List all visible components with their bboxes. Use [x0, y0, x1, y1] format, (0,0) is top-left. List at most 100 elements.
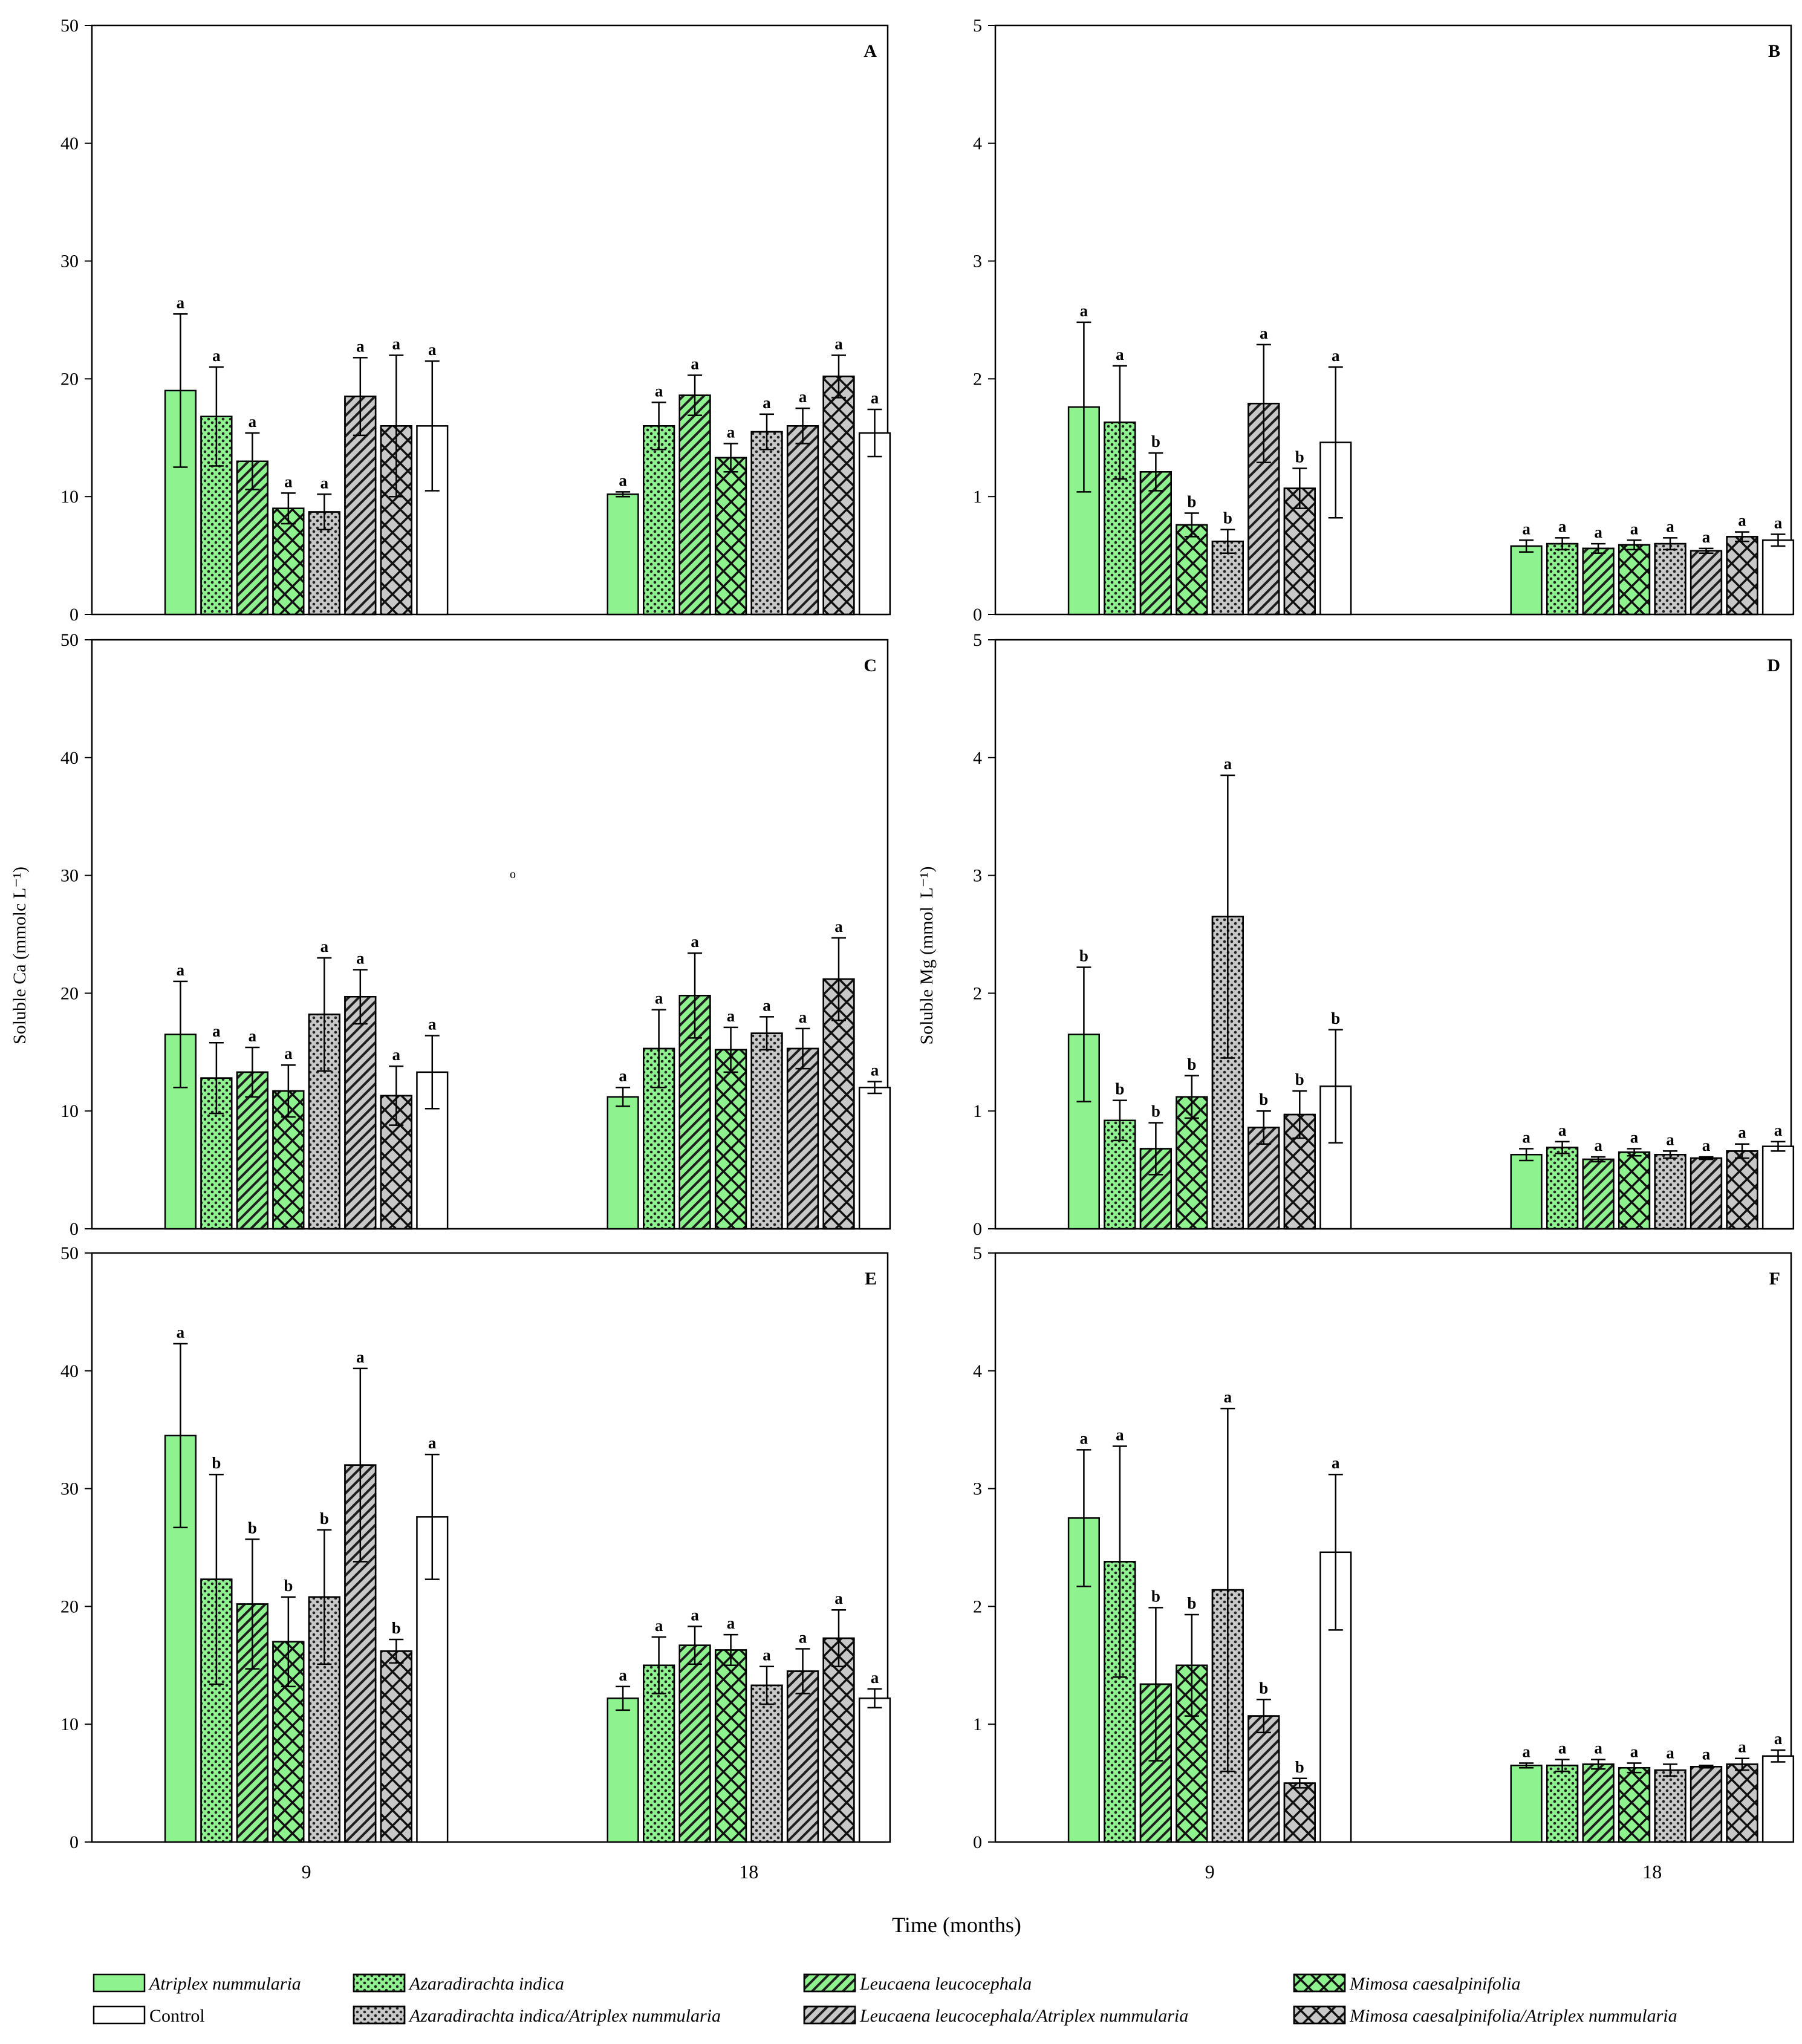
significance-letter: a: [1702, 1745, 1711, 1763]
significance-letter: a: [1116, 1425, 1124, 1443]
bar-atriplex-nummularia-18: [1510, 1154, 1543, 1230]
legend-label: Mimosa caesalpinifolia: [1349, 1974, 1520, 1994]
bar-hatch: [380, 1651, 412, 1842]
bar-hatch: [1654, 544, 1686, 614]
y-tick-label: 2: [973, 983, 982, 1003]
significance-letter: b: [1115, 1080, 1124, 1098]
legend-item-azaradirachta-indica: Azaradirachta indica: [353, 1973, 564, 1994]
legend-item-control: Control: [93, 2005, 205, 2026]
panel-letter: D: [1767, 656, 1780, 675]
y-tick-label: 3: [973, 1479, 982, 1499]
legend-swatch-hatch: [803, 2005, 856, 2025]
significance-letter: b: [1151, 1102, 1160, 1121]
significance-letter: b: [212, 1454, 221, 1472]
y-tick-label: 10: [60, 1714, 79, 1734]
legend-label: Azaradirachta indica: [408, 1974, 564, 1994]
y-tick-label: 10: [60, 487, 79, 507]
significance-letter: a: [655, 1616, 663, 1635]
significance-letter: a: [1774, 1121, 1783, 1139]
y-tick-label: 0: [70, 605, 79, 625]
significance-letter: b: [1259, 1679, 1268, 1697]
significance-letter: a: [1224, 755, 1232, 773]
bar-hatch: [1619, 1768, 1650, 1842]
significance-letter: a: [834, 334, 843, 353]
bar-control-18: [858, 1086, 891, 1230]
bar-hatch: [787, 1048, 818, 1229]
y-tick-label: 20: [60, 1596, 79, 1616]
significance-letter: a: [177, 1323, 185, 1341]
y-tick-label: 4: [973, 748, 982, 768]
significance-letter: a: [763, 1646, 771, 1664]
legend-item-leucaena-leucocephala: Leucaena leucocephala: [803, 1973, 1032, 1994]
bar-atriplex-nummularia-18: [607, 1697, 639, 1843]
y-tick-label: 5: [973, 1243, 982, 1263]
significance-letter: a: [1594, 1136, 1602, 1154]
significance-letter: a: [619, 1067, 627, 1085]
significance-letter: a: [1080, 302, 1088, 320]
legend-swatch-hatch: [1293, 1973, 1346, 1993]
significance-letter: a: [1738, 1738, 1746, 1756]
significance-letter: a: [1260, 324, 1268, 342]
y-tick-label: 1: [973, 1101, 982, 1121]
bar-hatch: [237, 1072, 268, 1229]
significance-letter: a: [1594, 1739, 1602, 1757]
legend-swatch-hatch: [803, 1973, 856, 1993]
significance-letter: a: [1522, 519, 1530, 538]
significance-letter: a: [1558, 1121, 1567, 1139]
legend-item-mimosa-caesalpinifolia-atriplex-nummularia: Mimosa caesalpinifolia/Atriplex nummular…: [1293, 2005, 1677, 2026]
significance-letter: a: [763, 394, 771, 412]
x-tick-label: 9: [1205, 1861, 1215, 1883]
significance-letter: a: [356, 949, 365, 967]
y-tick-label: 30: [60, 1479, 79, 1499]
significance-letter: a: [1630, 1742, 1639, 1760]
y-tick-label: 1: [973, 1714, 982, 1734]
significance-letter: b: [1259, 1090, 1268, 1108]
legend-item-atriplex-nummularia: Atriplex nummularia: [93, 1973, 301, 1994]
bar-control-18: [1761, 1755, 1795, 1843]
significance-letter: b: [392, 1619, 401, 1637]
x-tick-label: 18: [1642, 1861, 1662, 1883]
significance-letter: b: [1151, 1587, 1160, 1605]
bar-control-18: [1761, 1145, 1795, 1230]
significance-letter: a: [1738, 1124, 1746, 1142]
bar-hatch: [751, 1685, 782, 1842]
significance-letter: a: [655, 382, 663, 400]
significance-letter: a: [691, 932, 699, 951]
significance-letter: a: [871, 1668, 879, 1687]
significance-letter: a: [1630, 1128, 1639, 1147]
y-tick-label: 20: [60, 369, 79, 389]
significance-letter: a: [1522, 1128, 1530, 1147]
y-tick-label: 10: [60, 1101, 79, 1121]
significance-letter: a: [763, 996, 771, 1014]
significance-letter: a: [1332, 347, 1340, 365]
legend-swatch: [93, 1973, 146, 1993]
y-tick-label: 1: [973, 487, 982, 507]
plot-frame: [994, 639, 1792, 1230]
legend-item-leucaena-leucocephala-atriplex-nummularia: Leucaena leucocephala/Atriplex nummulari…: [803, 2005, 1188, 2026]
significance-letter: a: [177, 961, 185, 979]
bar-atriplex-nummularia-18: [1510, 545, 1543, 616]
significance-letter: a: [1224, 1388, 1232, 1406]
y-tick-label: 0: [70, 1219, 79, 1239]
significance-letter: a: [212, 347, 221, 365]
bar-hatch: [1691, 1158, 1722, 1229]
panel-D: D 0 1 2 3 4 5 b a b a b a b a a a b a b a b a: [973, 630, 1795, 1239]
significance-letter: a: [691, 355, 699, 373]
significance-letter: a: [1558, 517, 1567, 535]
significance-letter: a: [799, 1008, 807, 1026]
significance-letter: a: [1630, 519, 1639, 538]
bar-hatch: [1582, 548, 1614, 614]
legend-label: Control: [149, 2006, 205, 2026]
significance-letter: a: [284, 1044, 293, 1063]
bar-hatch: [1582, 1764, 1614, 1842]
significance-letter: a: [392, 334, 401, 353]
significance-letter: b: [248, 1518, 257, 1537]
bar-hatch: [787, 426, 818, 614]
bar-hatch: [1176, 1096, 1208, 1229]
y-tick-label: 20: [60, 983, 79, 1003]
bar-hatch: [787, 1671, 818, 1842]
significance-letter: a: [1666, 1130, 1674, 1148]
bar-hatch: [1176, 524, 1208, 614]
panel-letter: F: [1769, 1269, 1780, 1289]
